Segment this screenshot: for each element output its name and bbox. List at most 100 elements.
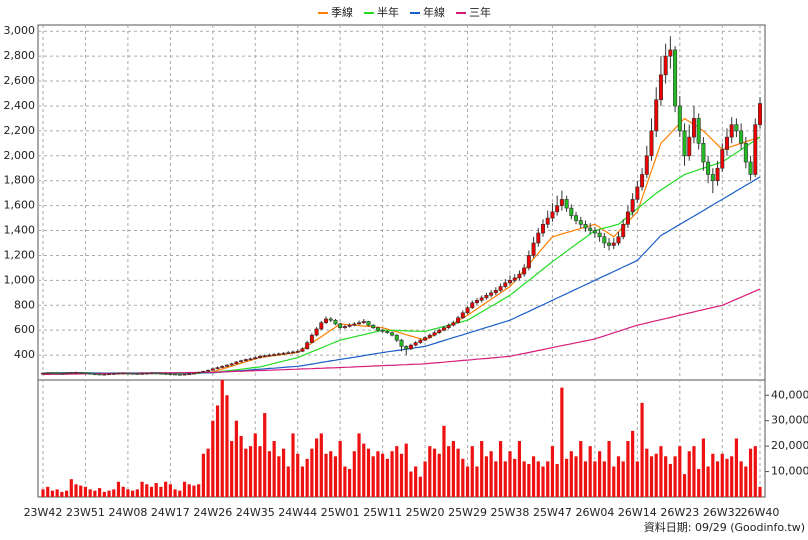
candle-body	[125, 372, 130, 375]
volume-bar	[579, 441, 583, 497]
y-tick-label: 1,400	[4, 224, 36, 237]
candle-body	[305, 342, 310, 350]
candle-body	[734, 124, 739, 132]
candle-body	[187, 373, 192, 376]
candle-body	[276, 353, 281, 356]
volume-bar	[409, 471, 413, 497]
candle-body	[564, 199, 569, 209]
footer: 資料日期: 09/29 (Goodinfo.tw)	[644, 520, 805, 534]
volume-bar	[333, 456, 338, 497]
candle-body	[220, 365, 225, 368]
candle-body	[441, 327, 446, 331]
candle-body	[210, 368, 215, 371]
volume-bar	[546, 461, 550, 497]
candle-body	[144, 372, 149, 375]
volume-bar	[145, 484, 149, 497]
y-tick-label: 1,600	[4, 199, 36, 212]
y-tick-label: 2,000	[4, 149, 36, 162]
candle-body	[74, 371, 79, 374]
candle-body	[78, 371, 83, 374]
candle-body	[224, 364, 229, 367]
candle-body	[59, 372, 64, 375]
volume-bar	[720, 453, 724, 497]
volume-bar	[494, 461, 498, 497]
volume-bar	[253, 433, 257, 497]
y2-tick-label: 40,000	[771, 388, 808, 401]
volume-bar	[531, 456, 536, 497]
candle-body	[621, 223, 626, 238]
candle-body	[753, 124, 758, 175]
volume-bar	[725, 458, 729, 497]
y-tick-label: 3,000	[4, 24, 36, 37]
candle-body	[140, 373, 145, 375]
candle-body	[682, 130, 687, 157]
candle-body	[423, 337, 428, 341]
candle-body	[408, 344, 413, 350]
candle-body	[371, 324, 376, 328]
y-tick-label: 1,000	[4, 273, 36, 286]
volume-bar	[418, 476, 422, 497]
candle-body	[399, 339, 404, 347]
volume-bar	[296, 453, 300, 497]
volume-bar	[574, 456, 578, 497]
volume-bar	[442, 425, 446, 497]
candle-body	[201, 370, 206, 373]
candle-body	[234, 361, 239, 365]
candle-body	[291, 351, 296, 354]
candle-body	[673, 49, 678, 107]
candle-body	[352, 323, 357, 326]
volume-bar	[220, 380, 224, 497]
y-tick-label: 1,800	[4, 174, 36, 187]
volume-bar	[187, 484, 191, 497]
volume-bar	[715, 461, 720, 497]
candle-body	[555, 205, 560, 213]
volume-bar	[414, 466, 418, 497]
candle-body	[83, 372, 88, 375]
candle-body	[479, 297, 484, 301]
volume-bar	[635, 461, 639, 497]
candle-body	[743, 143, 748, 163]
candle-body	[281, 352, 286, 355]
candle-body	[456, 317, 461, 324]
volume-bar	[404, 443, 408, 497]
volume-bar	[201, 453, 205, 497]
volume-bar	[215, 405, 220, 497]
candle-body	[531, 242, 536, 256]
volume-bar	[631, 430, 635, 497]
volume-bar	[522, 461, 526, 497]
x-tick-label: 25W01	[321, 506, 360, 519]
volume-bar	[149, 486, 154, 497]
volume-bar	[470, 446, 474, 497]
x-tick-label: 26W32	[703, 506, 742, 519]
volume-bar	[503, 461, 507, 497]
candle-body	[149, 372, 154, 375]
volume-bar	[267, 451, 272, 497]
volume-bar	[697, 469, 701, 497]
volume-bar	[376, 451, 380, 497]
volume-bar	[98, 488, 102, 497]
candle-body	[470, 302, 475, 309]
candle-body	[687, 136, 692, 157]
volume-bar	[748, 448, 753, 497]
volume-bar	[456, 448, 460, 497]
volume-bar	[645, 448, 649, 497]
x-tick-label: 25W38	[491, 506, 530, 519]
volume-bar	[206, 448, 210, 497]
volume-bar	[447, 446, 451, 497]
candle-body	[474, 299, 479, 304]
candle-body	[451, 322, 456, 326]
candle-body	[107, 373, 112, 376]
volume-bar	[682, 474, 687, 497]
volume-bar	[168, 484, 172, 497]
volume-bar	[159, 486, 163, 497]
volume-bar	[687, 451, 691, 497]
volume-bar	[197, 484, 201, 497]
volume-bar	[230, 441, 234, 497]
x-tick-label: 24W26	[193, 506, 232, 519]
volume-bar	[126, 489, 130, 497]
candle-body	[597, 232, 602, 238]
volume-bar	[64, 490, 69, 497]
volume-bar	[513, 458, 517, 497]
volume-bar	[258, 446, 262, 497]
candle-body	[262, 355, 267, 358]
